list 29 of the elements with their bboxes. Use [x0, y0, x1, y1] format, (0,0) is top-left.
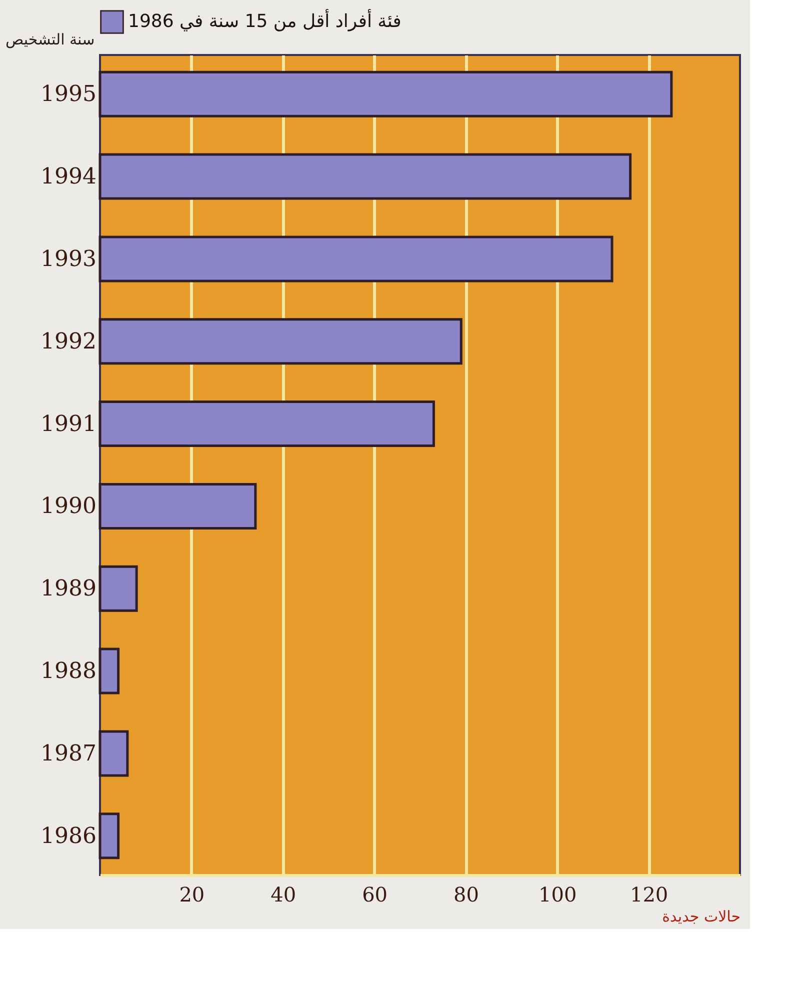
- x-axis-title: حالات جديدة: [662, 908, 740, 926]
- y-tick-label: 1991: [40, 412, 96, 437]
- bar: [98, 153, 632, 200]
- x-tick-label: 80: [453, 882, 479, 906]
- y-tick-label: 1986: [40, 824, 96, 849]
- y-tick-label: 1989: [40, 576, 96, 602]
- x-tick-label: 20: [179, 882, 205, 906]
- bar: [98, 565, 138, 612]
- y-tick-label: 1994: [40, 164, 96, 190]
- bar: [98, 236, 614, 282]
- y-tick-label: 1987: [40, 741, 96, 766]
- bar: [98, 648, 120, 694]
- x-tick-label: 40: [270, 882, 296, 906]
- y-axis-title: سنة التشخيص: [6, 30, 95, 48]
- y-tick-label: 1990: [40, 494, 96, 520]
- bar: [98, 400, 435, 448]
- bar: [98, 318, 462, 365]
- x-tick-label: 120: [630, 882, 668, 906]
- x-tick-label: 100: [538, 882, 577, 906]
- legend-label: فئة أفراد أقل من 15 سنة في 1986: [128, 9, 402, 32]
- y-tick-label: 1992: [40, 329, 96, 354]
- y-tick-label: 1993: [40, 246, 96, 272]
- y-tick-label: 1988: [40, 659, 96, 684]
- bar: [98, 70, 673, 118]
- x-tick-label: 60: [362, 882, 388, 906]
- bar: [98, 730, 129, 777]
- bar: [98, 812, 120, 860]
- bar: [98, 482, 257, 530]
- y-tick-label: 1995: [40, 82, 96, 108]
